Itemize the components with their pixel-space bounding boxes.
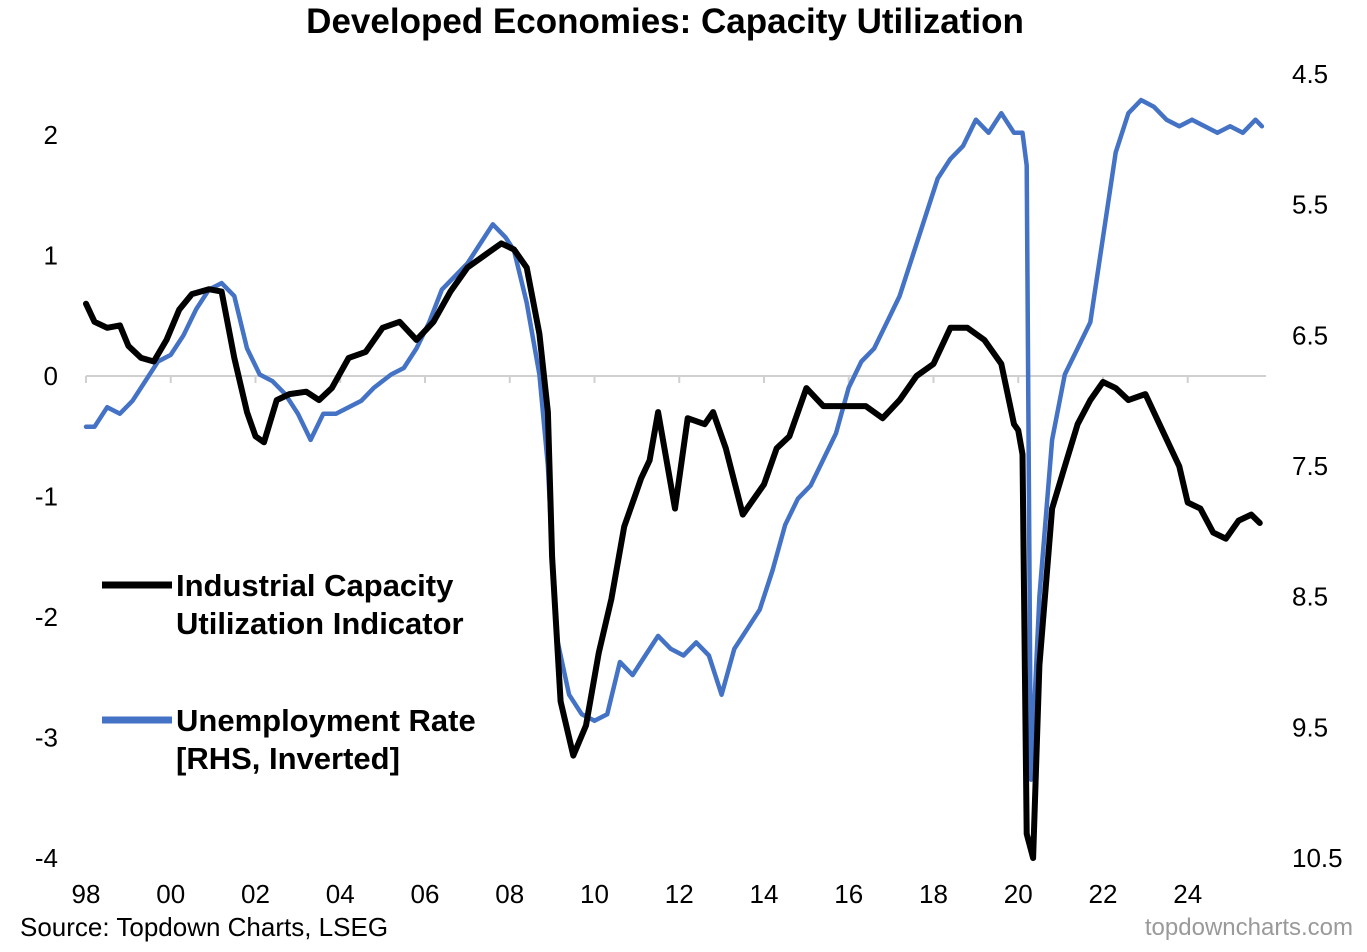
x-tick-label: 00 [156, 879, 185, 909]
chart-title: Developed Economies: Capacity Utilizatio… [306, 2, 1024, 41]
right-tick-label: 8.5 [1292, 582, 1328, 612]
right-tick-label: 9.5 [1292, 712, 1328, 742]
x-tick-label: 20 [1004, 879, 1033, 909]
left-tick-label: 2 [44, 120, 58, 150]
series-layer [83, 97, 1265, 861]
left-axis-ticks: 2 1 0 -1 -2 -3 -4 [35, 120, 58, 873]
x-tick-label: 24 [1173, 879, 1202, 909]
chart-axes [85, 375, 1266, 383]
right-tick-label: 7.5 [1292, 451, 1328, 481]
left-tick-label: 1 [44, 241, 58, 271]
legend-label-capacity-line2: Utilization Indicator [176, 606, 464, 641]
source-note: Source: Topdown Charts, LSEG [20, 912, 389, 942]
watermark: topdowncharts.com [1144, 914, 1353, 941]
right-tick-label: 6.5 [1292, 320, 1328, 350]
x-tick-label: 08 [495, 879, 524, 909]
left-tick-label: -4 [35, 843, 58, 873]
x-axis-ticks: 98 00 02 04 06 08 10 12 14 16 18 20 22 24 [72, 879, 1203, 909]
legend-label-capacity-line1: Industrial Capacity [176, 568, 454, 603]
right-tick-label: 4.5 [1292, 59, 1328, 89]
left-tick-label: 0 [44, 361, 58, 391]
x-tick-label: 04 [326, 879, 355, 909]
right-tick-label: 5.5 [1292, 190, 1328, 220]
right-axis-ticks: 4.5 5.5 6.5 7.5 8.5 9.5 10.5 [1292, 59, 1343, 873]
x-tick-label: 16 [834, 879, 863, 909]
x-tick-label: 10 [580, 879, 609, 909]
legend: Industrial Capacity Utilization Indicato… [102, 568, 476, 776]
x-tick-label: 02 [241, 879, 270, 909]
x-tick-label: 12 [665, 879, 694, 909]
left-tick-label: -3 [35, 723, 58, 753]
left-tick-label: -1 [35, 482, 58, 512]
x-tick-label: 18 [919, 879, 948, 909]
x-tick-label: 06 [411, 879, 440, 909]
left-tick-label: -2 [35, 602, 58, 632]
legend-label-unemployment-line1: Unemployment Rate [176, 703, 476, 738]
right-tick-label: 10.5 [1292, 843, 1343, 873]
legend-label-unemployment-line2: [RHS, Inverted] [176, 741, 400, 776]
series-line-capacity-utilization [83, 240, 1263, 861]
x-tick-label: 22 [1089, 879, 1118, 909]
x-tick-label: 98 [72, 879, 101, 909]
x-tick-label: 14 [750, 879, 779, 909]
